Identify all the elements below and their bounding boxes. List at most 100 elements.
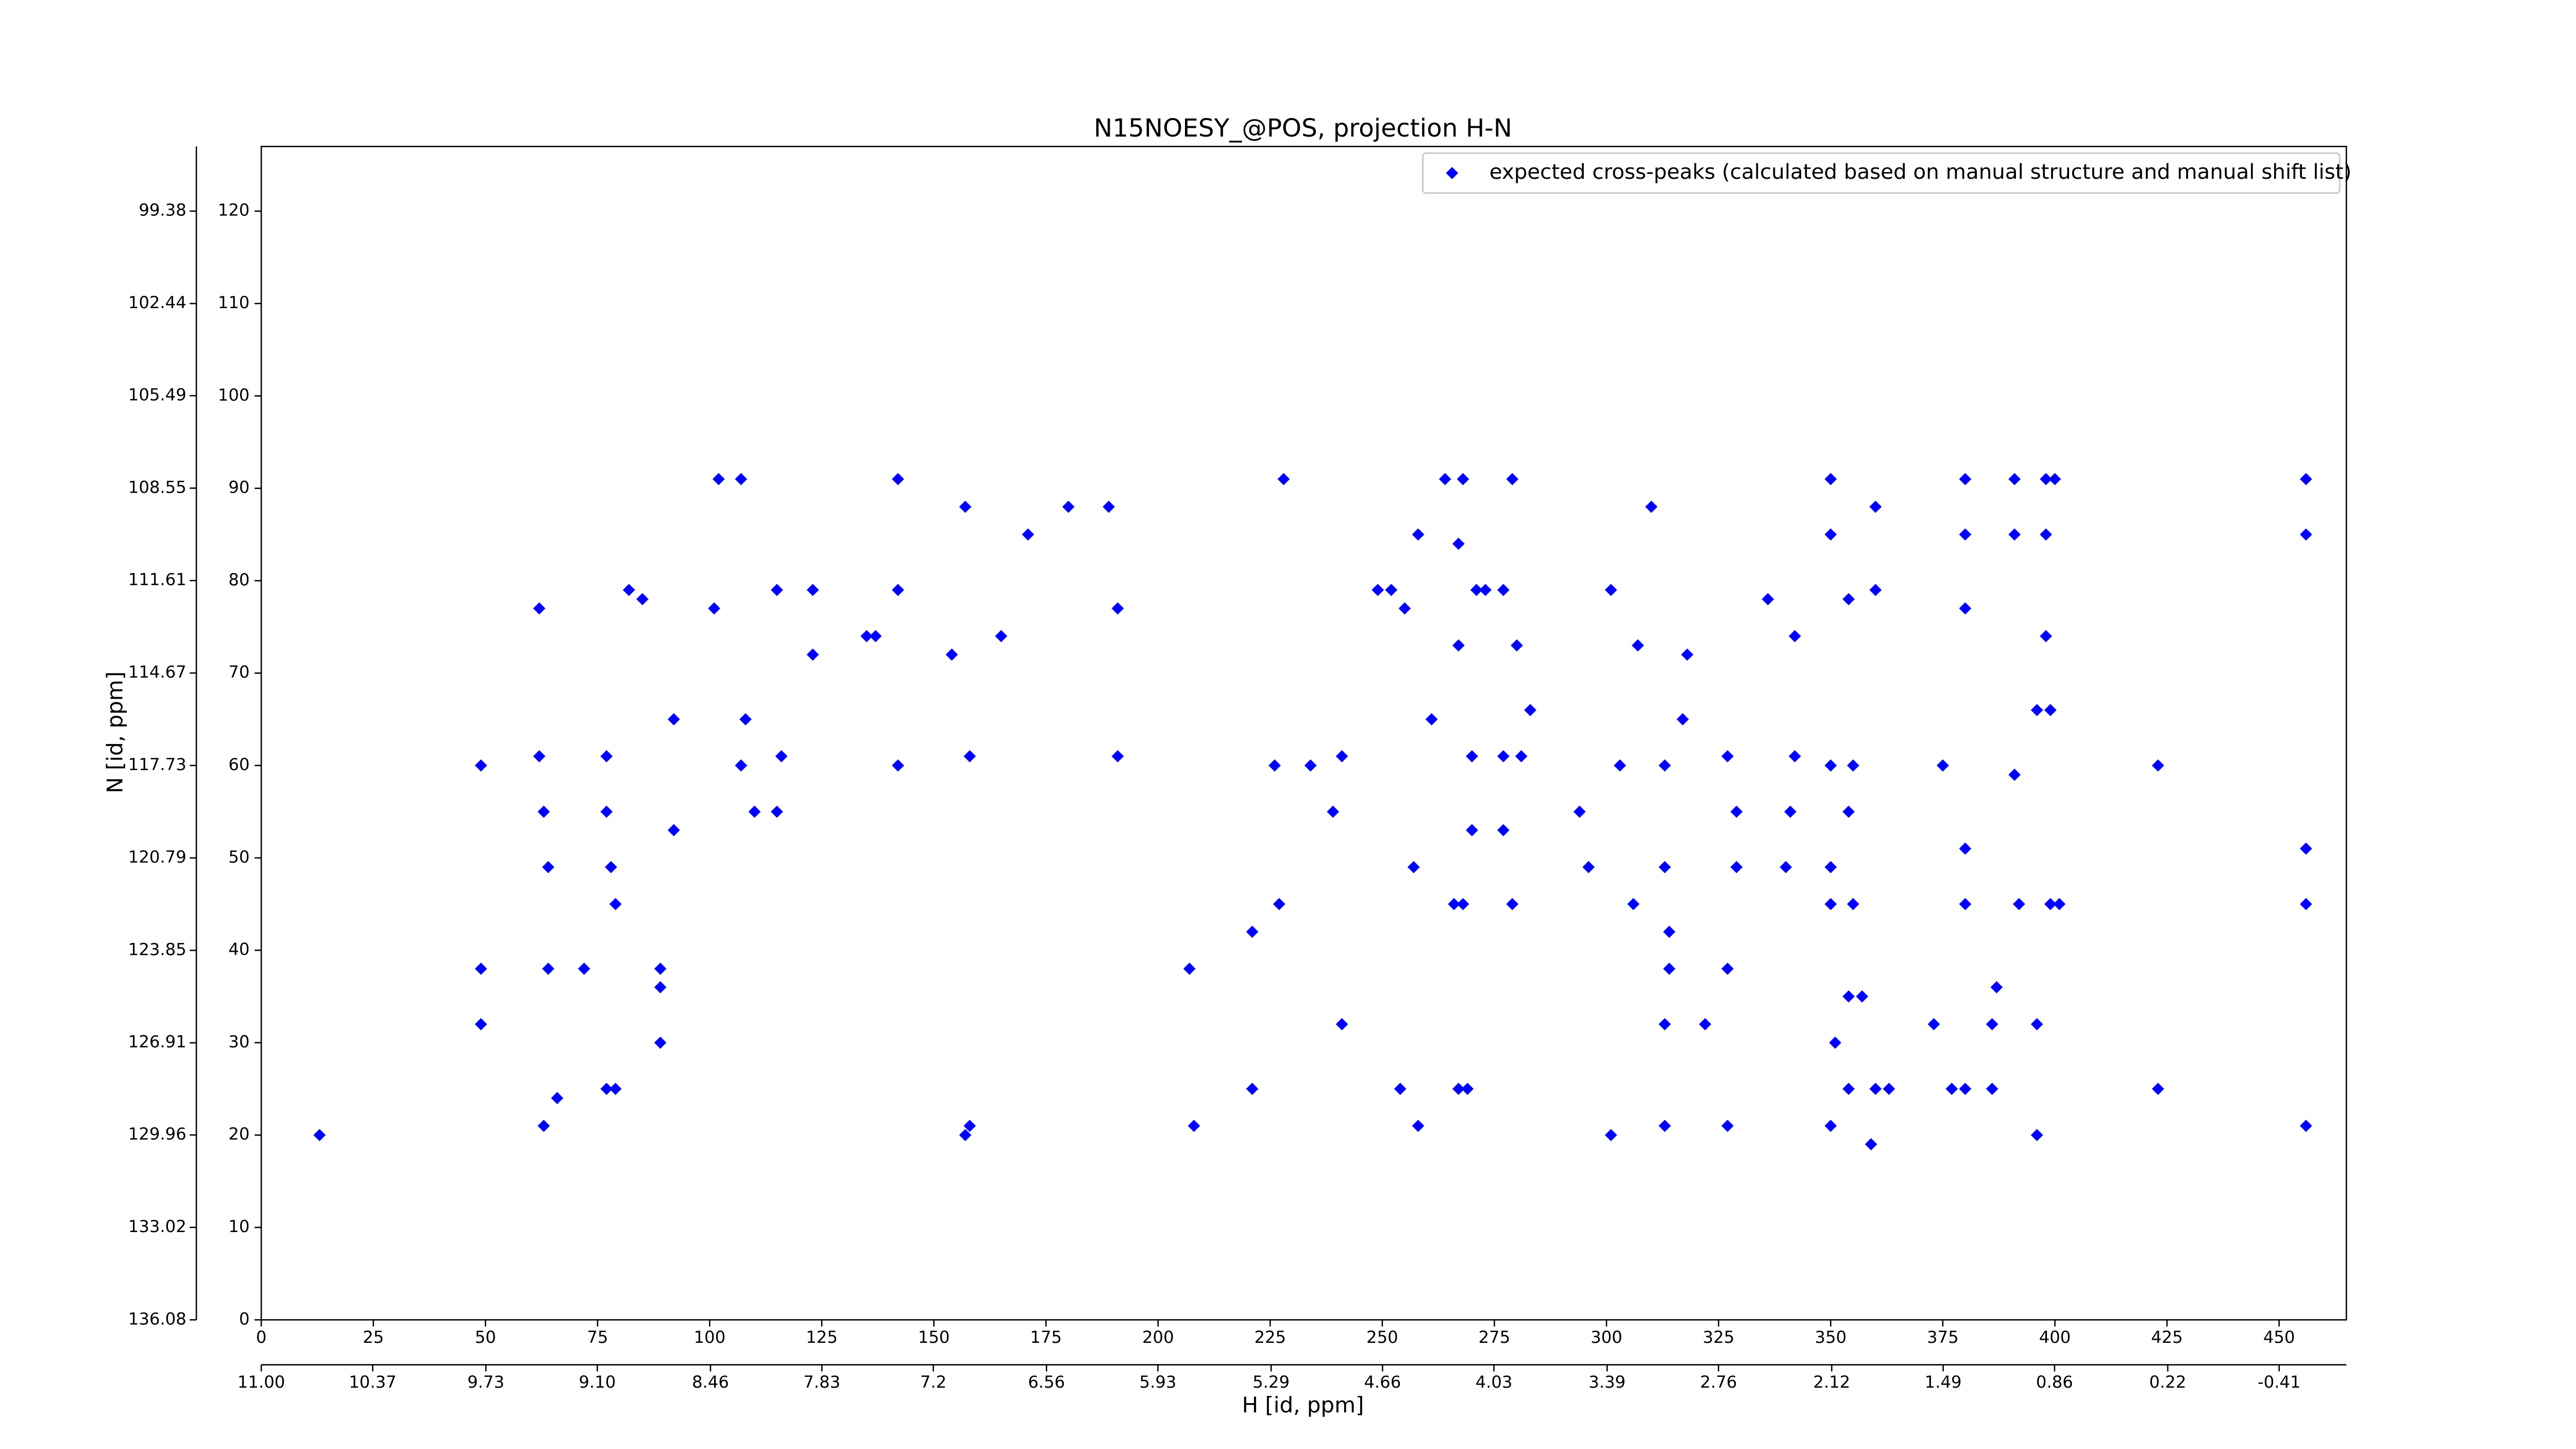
cross-peak — [775, 750, 788, 763]
cross-peak — [1856, 990, 1869, 1003]
x-tick-label: 200 — [1142, 1327, 1174, 1347]
y-tick-label: 20 — [228, 1124, 249, 1144]
cross-peak — [1824, 759, 1837, 772]
cross-peak — [1335, 1018, 1348, 1031]
cross-peak — [609, 898, 622, 911]
x2-tick-label: 7.83 — [803, 1372, 840, 1392]
cross-peak — [1511, 639, 1523, 652]
x2-tick-label: 1.49 — [1925, 1372, 1962, 1392]
x2-tick-label: 4.66 — [1364, 1372, 1401, 1392]
cross-peak — [1456, 473, 1469, 485]
y-tick-label: 90 — [228, 478, 249, 497]
cross-peak — [1506, 898, 1519, 911]
cross-peak — [600, 805, 613, 818]
cross-peak — [1721, 1119, 1734, 1132]
cross-peak — [1658, 1119, 1671, 1132]
x-tick-label: 75 — [587, 1327, 608, 1347]
x-tick-label: 100 — [694, 1327, 726, 1347]
cross-peak — [1959, 528, 1972, 541]
cross-peak — [1111, 750, 1124, 763]
cross-peak — [1780, 861, 1792, 873]
y-tick-label: 30 — [228, 1032, 249, 1051]
y-tick-label: 80 — [228, 570, 249, 589]
cross-peak — [667, 713, 680, 726]
cross-peak — [1497, 750, 1510, 763]
x2-tick-label: 11.00 — [238, 1372, 285, 1392]
cross-peak — [622, 584, 635, 596]
cross-peak — [551, 1092, 564, 1104]
cross-peak — [869, 630, 882, 643]
cross-peak — [1663, 963, 1675, 975]
x-tick-label: 350 — [1815, 1327, 1847, 1347]
y2-tick-label: 114.67 — [128, 662, 187, 682]
y2-tick-label: 136.08 — [128, 1309, 187, 1328]
cross-peak — [2008, 473, 2021, 485]
cross-peak — [2040, 528, 2053, 541]
x-tick-label: 300 — [1590, 1327, 1622, 1347]
plot-frame — [260, 145, 2347, 1321]
y2-tick-label: 123.85 — [128, 939, 187, 959]
cross-peak — [1658, 861, 1671, 873]
x-tick-label: 125 — [806, 1327, 838, 1347]
cross-peak — [1408, 861, 1420, 873]
cross-peak — [1412, 1119, 1425, 1132]
x2-tick-label: 0.22 — [2149, 1372, 2187, 1392]
cross-peak — [1246, 1083, 1259, 1095]
y2-tick-label: 133.02 — [128, 1217, 187, 1236]
cross-peak — [1573, 805, 1586, 818]
y2-tick-label: 129.96 — [128, 1124, 187, 1144]
cross-peak — [1452, 639, 1465, 652]
cross-peak — [1721, 750, 1734, 763]
cross-peak — [609, 1083, 622, 1095]
cross-peak — [1497, 824, 1510, 836]
cross-peak — [1632, 639, 1644, 652]
y-tick-label: 110 — [218, 293, 250, 312]
cross-peak — [1824, 861, 1837, 873]
cross-peak — [2013, 898, 2025, 911]
x2-tick-label: 4.03 — [1476, 1372, 1513, 1392]
x2-tick-label: 9.10 — [579, 1372, 616, 1392]
cross-peak — [1761, 593, 1774, 605]
y2-tick-label: 111.61 — [128, 570, 187, 589]
cross-peak — [1506, 473, 1519, 485]
cross-peak — [1829, 1036, 1841, 1049]
y-tick-label: 70 — [228, 662, 249, 682]
cross-peak — [654, 981, 667, 993]
cross-peak — [1452, 537, 1465, 550]
cross-peak — [474, 1018, 487, 1031]
cross-peak — [542, 861, 555, 873]
x-tick-label: 325 — [1703, 1327, 1735, 1347]
cross-peak — [771, 584, 783, 596]
cross-peak — [1959, 473, 1972, 485]
x-tick-label: 375 — [1927, 1327, 1959, 1347]
y2-tick-label: 120.79 — [128, 847, 187, 867]
cross-peak — [860, 630, 873, 643]
cross-peak — [2030, 1018, 2043, 1031]
cross-peak — [1824, 898, 1837, 911]
cross-peak — [1371, 584, 1384, 596]
y2-tick-label: 108.55 — [128, 477, 187, 497]
x-tick-label: 175 — [1030, 1327, 1062, 1347]
cross-peak — [1788, 750, 1801, 763]
cross-peak — [1869, 1083, 1882, 1095]
cross-peak — [1865, 1138, 1877, 1151]
cross-peak — [1524, 704, 1537, 716]
cross-peak — [542, 963, 555, 975]
cross-peak — [1466, 824, 1478, 836]
cross-peak — [1788, 630, 1801, 643]
cross-peak — [1730, 861, 1743, 873]
cross-peak — [1658, 759, 1671, 772]
cross-peak — [1448, 898, 1461, 911]
cross-peak — [1959, 843, 1972, 855]
cross-peak — [2300, 528, 2312, 541]
cross-peak — [1327, 805, 1340, 818]
cross-peak — [537, 1119, 550, 1132]
y-tick-label: 60 — [228, 755, 249, 774]
cross-peak — [2044, 704, 2057, 716]
cross-peak — [1721, 963, 1734, 975]
cross-peak — [963, 1119, 976, 1132]
cross-peak — [1111, 602, 1124, 615]
x2-tick-label: 6.56 — [1028, 1372, 1065, 1392]
